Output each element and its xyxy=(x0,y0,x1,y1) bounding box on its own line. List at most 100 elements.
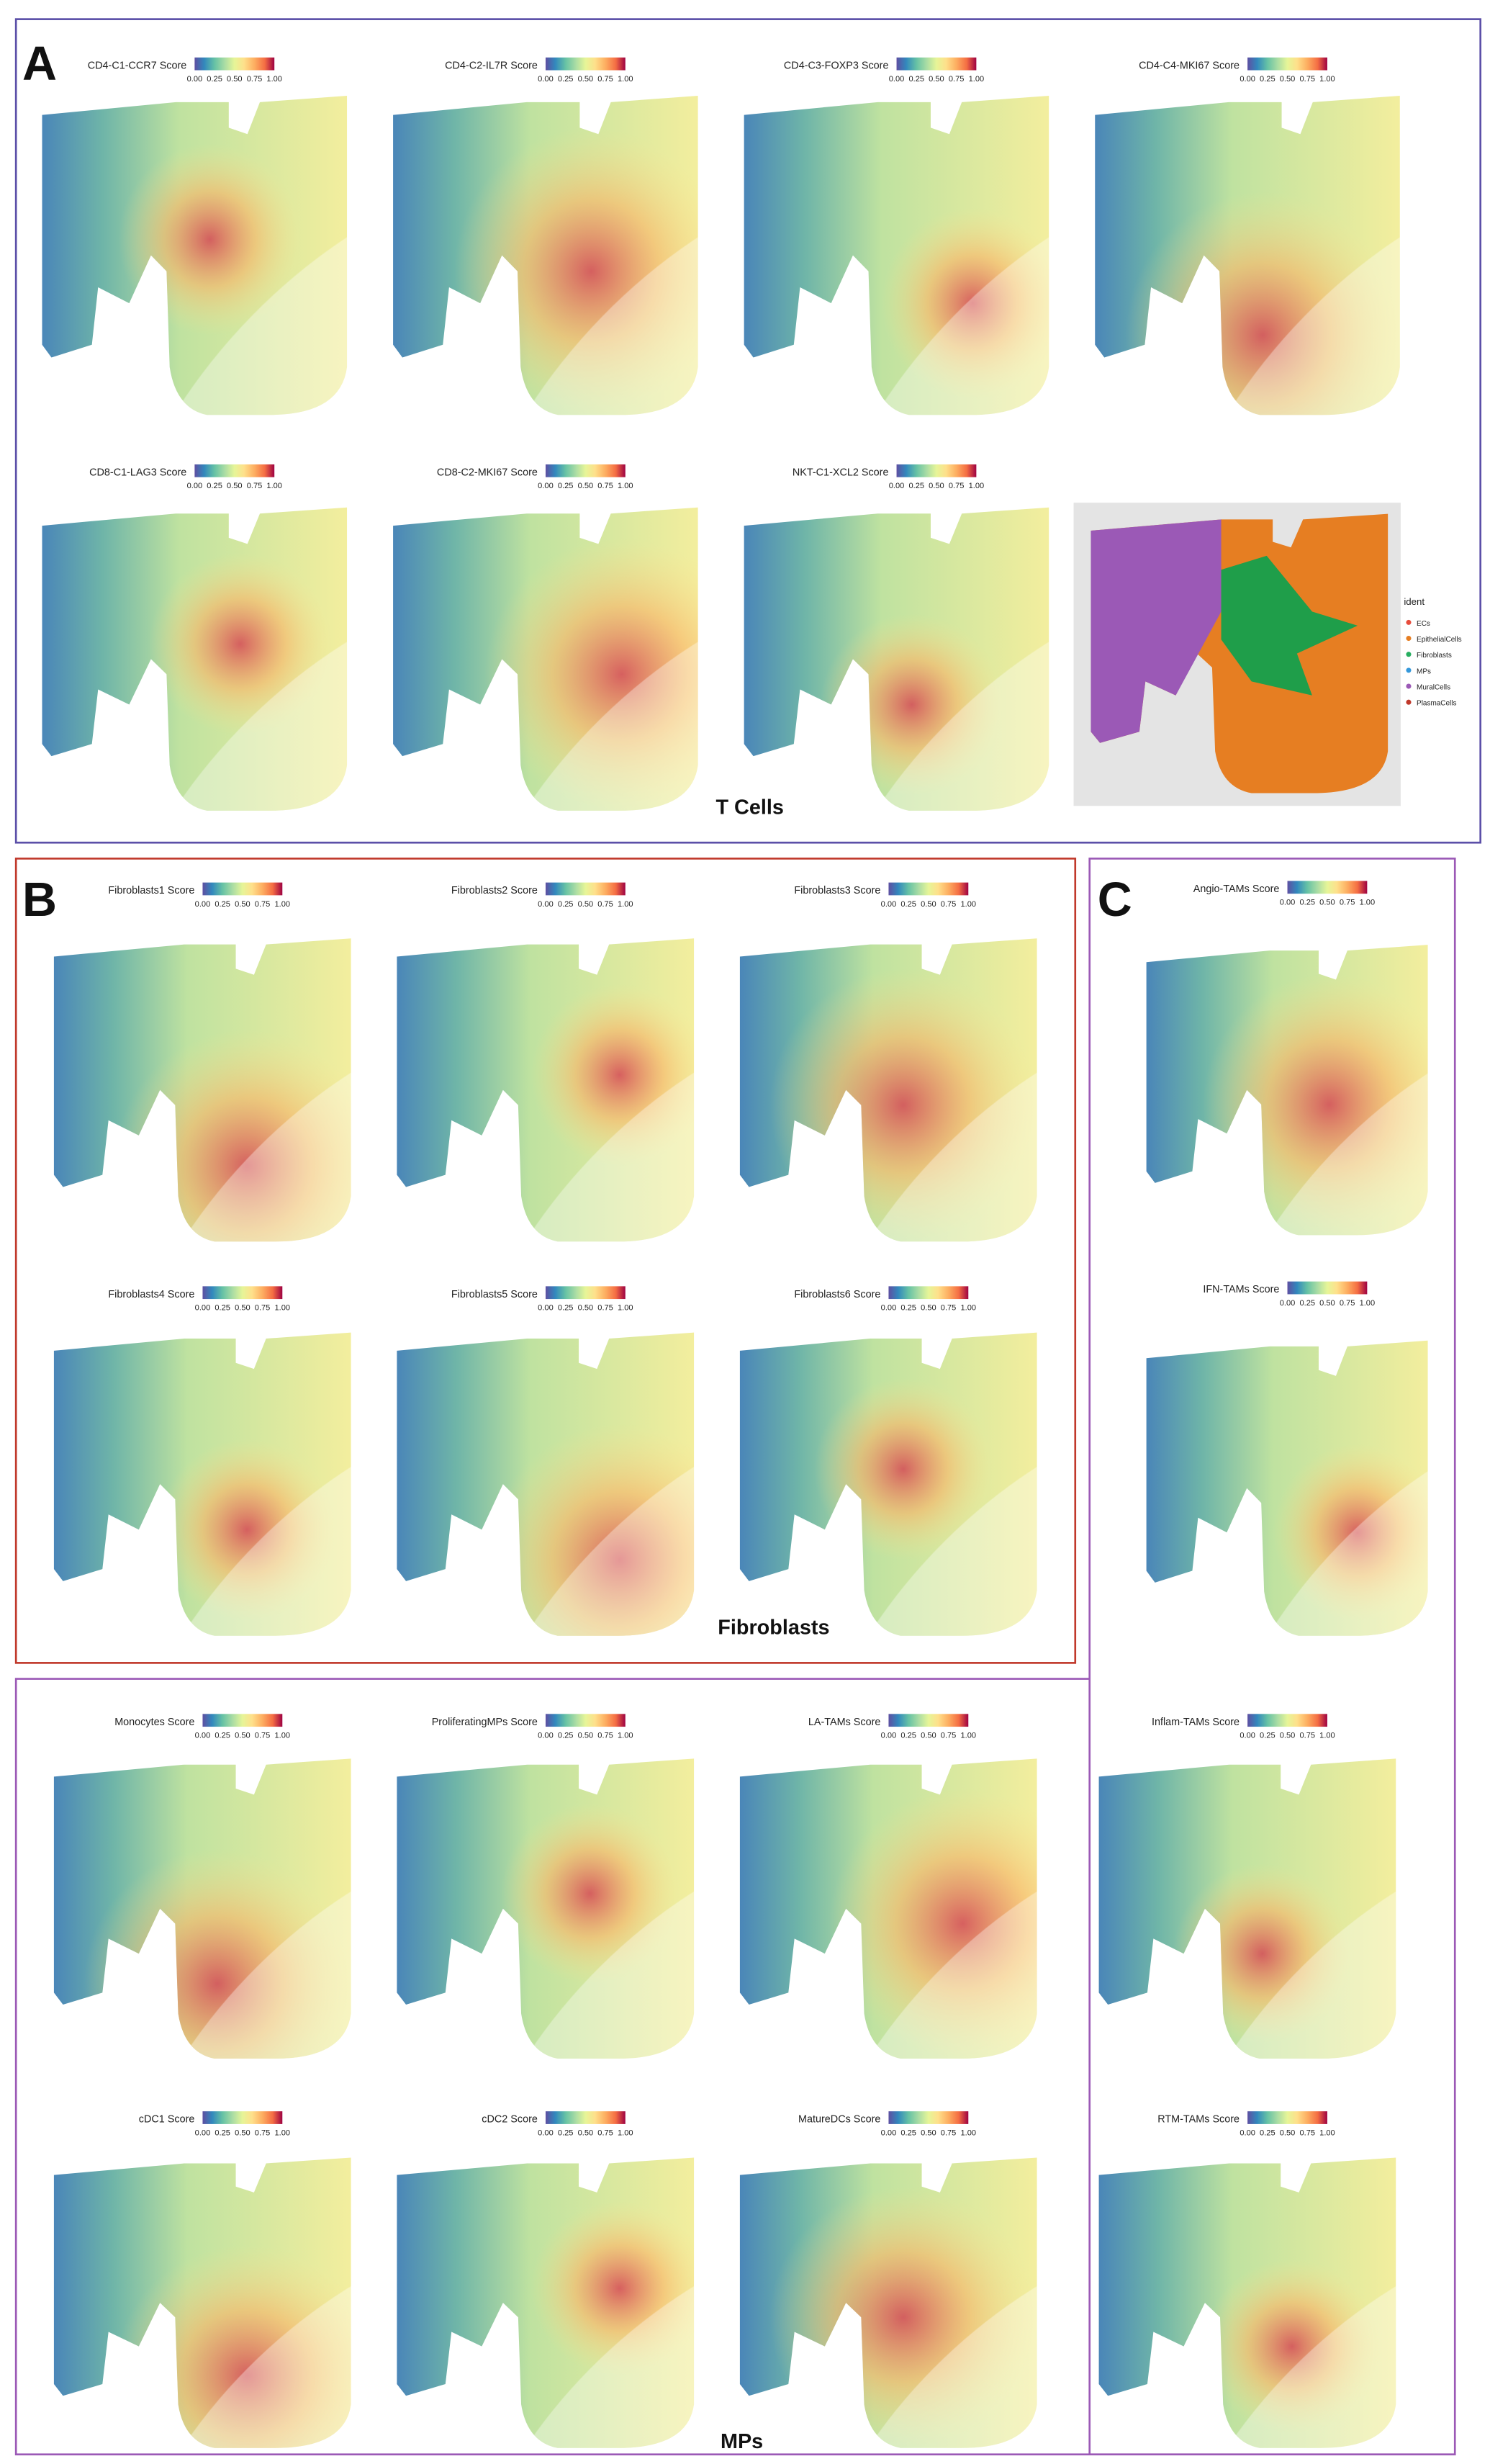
spots xyxy=(1098,2157,1396,2448)
colorbar xyxy=(545,1714,626,1727)
plot-title: ProliferatingMPs Score xyxy=(432,1717,538,1728)
colorbar-tick-label: 0.50 xyxy=(235,2128,250,2137)
colorbar-tick-label: 1.00 xyxy=(618,1732,633,1740)
panel-title: T Cells xyxy=(715,796,783,819)
colorbar-tick-label: 0.50 xyxy=(578,900,594,909)
panel-c-frame xyxy=(1088,858,1456,2455)
colorbar xyxy=(202,1714,283,1727)
plot-title: CD4-C4-MKI67 Score xyxy=(1139,60,1240,71)
plot-title: cDC2 Score xyxy=(482,2114,538,2126)
colorbar-tick-label: 0.00 xyxy=(195,1304,211,1313)
colorbar-tick-label: 0.75 xyxy=(1299,75,1315,84)
plot-title: CD4-C1-CCR7 Score xyxy=(88,60,187,71)
colorbar-tick-label: 0.00 xyxy=(881,1732,897,1740)
plot-title: Monocytes Score xyxy=(114,1717,194,1728)
colorbar-tick-label: 1.00 xyxy=(618,2128,633,2137)
plot-title: Fibroblasts3 Score xyxy=(794,885,880,896)
spot-texture xyxy=(397,938,695,1242)
plot-title: LA-TAMs Score xyxy=(808,1717,881,1728)
colorbar-tick-label: 1.00 xyxy=(969,75,985,84)
colorbar-tick-label: 1.00 xyxy=(960,1304,976,1313)
colorbar xyxy=(1247,1714,1327,1727)
plot-title: Inflam-TAMs Score xyxy=(1152,1717,1240,1728)
spot-texture xyxy=(744,507,1049,811)
colorbar-tick-label: 0.50 xyxy=(227,482,243,490)
colorbar xyxy=(194,464,275,477)
colorbar xyxy=(1247,2111,1327,2124)
colorbar-tick-label: 0.50 xyxy=(578,1732,594,1740)
legend-key xyxy=(1406,699,1412,705)
colorbar-tick-label: 0.75 xyxy=(255,2128,271,2137)
spots xyxy=(739,1758,1037,2059)
legend-key xyxy=(1406,683,1412,689)
spot-texture xyxy=(739,938,1037,1242)
colorbar xyxy=(888,882,969,896)
colorbar-tick-label: 0.75 xyxy=(1299,2128,1315,2137)
colorbar-tick-label: 1.00 xyxy=(274,900,290,909)
spot-texture xyxy=(397,1758,695,2059)
colorbar-tick-label: 0.50 xyxy=(235,900,250,909)
colorbar-tick-label: 1.00 xyxy=(1319,1732,1335,1740)
plot-title: CD4-C3-FOXP3 Score xyxy=(784,60,889,71)
spot-texture xyxy=(53,2157,351,2448)
spatial-plot xyxy=(53,1332,351,1636)
colorbar xyxy=(202,882,283,896)
plot-title: Fibroblasts5 Score xyxy=(451,1289,538,1300)
spatial-plot xyxy=(53,938,351,1242)
colorbar xyxy=(896,57,977,71)
colorbar-tick-label: 0.00 xyxy=(1280,899,1296,907)
spatial-plot xyxy=(744,507,1049,811)
colorbar-tick-label: 0.25 xyxy=(1260,2128,1275,2137)
colorbar-tick-label: 0.25 xyxy=(558,1304,574,1313)
colorbar-tick-label: 0.25 xyxy=(207,75,222,84)
colorbar-tick-label: 0.75 xyxy=(1299,1732,1315,1740)
spatial-plot xyxy=(42,96,348,415)
colorbar-tick-label: 0.25 xyxy=(1260,1732,1275,1740)
colorbar-tick-label: 0.75 xyxy=(941,1732,957,1740)
spot-texture xyxy=(739,2157,1037,2448)
colorbar-tick-label: 0.00 xyxy=(1240,2128,1255,2137)
spots xyxy=(393,96,698,415)
colorbar xyxy=(1287,1281,1368,1295)
colorbar-tick-label: 0.75 xyxy=(597,75,613,84)
colorbar-tick-label: 0.25 xyxy=(908,482,924,490)
colorbar-tick-label: 0.50 xyxy=(1280,2128,1296,2137)
colorbar-tick-label: 0.25 xyxy=(558,1732,574,1740)
colorbar-tick-label: 0.75 xyxy=(597,1732,613,1740)
plot-title: NKT-C1-XCL2 Score xyxy=(793,467,889,478)
colorbar-tick-label: 0.50 xyxy=(578,2128,594,2137)
colorbar-tick-label: 1.00 xyxy=(1319,2128,1335,2137)
panel-letter: A xyxy=(22,37,57,91)
colorbar-tick-label: 1.00 xyxy=(1360,1299,1376,1308)
spots xyxy=(744,96,1049,415)
spot-texture xyxy=(1095,96,1400,415)
colorbar-tick-label: 0.00 xyxy=(1240,1732,1255,1740)
spatial-plot xyxy=(397,1332,695,1636)
colorbar-tick-label: 1.00 xyxy=(618,1304,633,1313)
panel-title: Fibroblasts xyxy=(718,1617,829,1640)
colorbar-tick-label: 0.50 xyxy=(227,75,243,84)
legend-label: PlasmaCells xyxy=(1417,700,1456,708)
colorbar-tick-label: 0.50 xyxy=(929,482,944,490)
colorbar-tick-label: 0.25 xyxy=(207,482,222,490)
colorbar-tick-label: 0.00 xyxy=(538,2128,554,2137)
colorbar xyxy=(202,2111,283,2124)
spot-texture xyxy=(1098,1758,1396,2059)
spot-texture xyxy=(393,507,698,811)
colorbar-tick-label: 0.50 xyxy=(921,1304,936,1313)
ident-plot xyxy=(1091,513,1389,793)
colorbar-tick-label: 0.00 xyxy=(1240,75,1255,84)
colorbar-tick-label: 0.75 xyxy=(255,1732,271,1740)
plot-title: RTM-TAMs Score xyxy=(1157,2114,1240,2126)
legend-label: MPs xyxy=(1417,667,1431,675)
colorbar-tick-label: 0.50 xyxy=(1319,899,1335,907)
spatial-plot xyxy=(739,1758,1037,2059)
spots xyxy=(53,2157,351,2448)
colorbar-tick-label: 0.75 xyxy=(255,900,271,909)
colorbar xyxy=(1247,57,1327,71)
spot-texture xyxy=(739,1758,1037,2059)
colorbar-tick-label: 0.75 xyxy=(247,75,263,84)
plot-title: Fibroblasts2 Score xyxy=(451,885,538,896)
colorbar xyxy=(1287,881,1368,894)
